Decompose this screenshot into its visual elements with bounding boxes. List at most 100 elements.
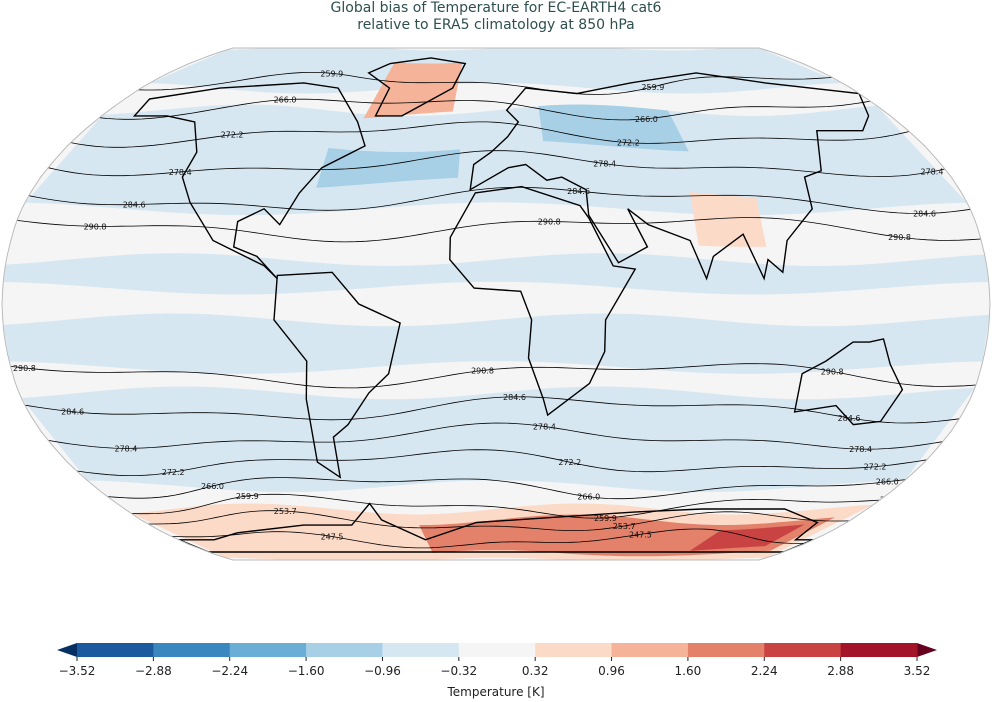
- contour-line: [107, 477, 906, 500]
- contour-line: [148, 510, 850, 531]
- contour-label: 290.8: [471, 366, 494, 375]
- colorbar-segment: [764, 643, 842, 657]
- contour-label: 259.9: [236, 492, 259, 501]
- coastline-greenland: [367, 57, 467, 117]
- contour-label: 284.6: [567, 187, 590, 196]
- coastline-antarctica: [178, 502, 819, 553]
- contour-line: [70, 121, 910, 148]
- contour-label: 278.4: [921, 168, 944, 177]
- contour-label: 284.6: [913, 209, 936, 218]
- contour-line: [76, 449, 927, 476]
- colorbar-segment: [687, 643, 765, 657]
- bias-band-tropics-north: [3, 253, 989, 295]
- contour-label: 259.9: [874, 72, 897, 81]
- colorbar-tick-label: 3.52: [904, 664, 931, 678]
- contour-label: 272.2: [617, 139, 640, 148]
- colorbar-label: Temperature [K]: [447, 685, 545, 699]
- contour-label: 272.2: [221, 131, 244, 140]
- contour-label: 259.9: [880, 495, 903, 504]
- contour-line: [48, 150, 945, 177]
- colorbar-tick-label: 2.88: [827, 664, 854, 678]
- colorbar-tick-label: −3.52: [59, 664, 96, 678]
- colorbar-segment: [382, 643, 460, 657]
- contour-label: 259.9: [594, 514, 617, 523]
- colorbar-tick-label: 0.32: [522, 664, 549, 678]
- contour-label: 272.2: [908, 125, 931, 134]
- contour-label: 253.7: [274, 507, 297, 516]
- contour-label: 284.6: [503, 393, 526, 402]
- bias-map: 290.8 290.8 290.8 290.8 290.8 290.8 284.6 284.6…: [1, 47, 991, 561]
- contour-label: 266.0: [635, 115, 658, 124]
- bias-patch-eurasia: [538, 104, 689, 152]
- contour-label: 266.0: [876, 478, 899, 487]
- bias-band-arctic: [149, 48, 843, 94]
- contour-label: 284.6: [838, 414, 861, 423]
- colorbar-tick-label: −1.60: [288, 664, 325, 678]
- contour-label: 278.4: [533, 422, 556, 431]
- contour-label: 266.0: [889, 93, 912, 102]
- coastline-australia: [793, 338, 904, 426]
- contour-label: 247.5: [629, 530, 652, 539]
- contour-label: 253.7: [872, 516, 895, 525]
- bias-patch-greenland: [363, 62, 463, 119]
- colorbar-tick-label: −2.88: [135, 664, 172, 678]
- map-title: Global bias of Temperature for EC-EARTH4…: [0, 0, 992, 34]
- colorbar-segment: [229, 643, 307, 657]
- coastlines: [132, 57, 904, 553]
- colorbar-segment: [153, 643, 231, 657]
- contour-label: 272.2: [558, 458, 581, 467]
- contour-label: 253.7: [613, 522, 636, 531]
- colorbar-segment: [840, 643, 918, 657]
- contour-label: 290.8: [84, 222, 107, 231]
- colorbar-segment: [77, 643, 154, 657]
- coastline-north-america: [132, 82, 366, 280]
- colorbar-segment: [611, 643, 689, 657]
- colorbar-tick-label: 1.60: [675, 664, 702, 678]
- colorbar-extend-high: [917, 643, 937, 657]
- colorbar-tick-label: −0.96: [364, 664, 401, 678]
- contour-label: 290.8: [538, 217, 561, 226]
- colorbar-extend-low: [57, 643, 77, 657]
- contour-label: 272.2: [864, 463, 887, 472]
- contour-label: 290.8: [821, 367, 844, 376]
- bias-band-north: [25, 104, 967, 216]
- colorbar-segment: [458, 643, 536, 657]
- contour-label: 278.4: [849, 445, 872, 454]
- contour-label: 278.4: [593, 160, 616, 169]
- colorbar-segment: [306, 643, 383, 657]
- contour-line: [28, 186, 971, 214]
- contour-line: [99, 98, 871, 121]
- bias-patch-north-atlantic: [316, 148, 460, 188]
- colorbar-tick-label: −0.32: [440, 664, 477, 678]
- coastline-south-america: [273, 271, 401, 479]
- contour-label: 278.4: [169, 168, 192, 177]
- bias-patch-tibet: [689, 192, 767, 247]
- contour-label: 247.5: [846, 539, 869, 548]
- colorbar: −3.52 −2.88 −2.24 −1.60 −0.96 −0.32 0.32 0.96 1.…: [57, 643, 937, 678]
- colorbar-tick-label: 0.96: [598, 664, 625, 678]
- contour-label: 259.9: [641, 83, 664, 92]
- contour-label: 278.4: [114, 444, 137, 453]
- bias-field: [2, 48, 990, 560]
- coastline-africa: [449, 185, 637, 417]
- contour-line: [138, 72, 833, 95]
- title-line-2: relative to ERA5 climatology at 850 hPa: [357, 17, 635, 33]
- bias-band-tropics-south: [3, 313, 990, 374]
- title-line-1: Global bias of Temperature for EC-EARTH4…: [330, 0, 662, 16]
- map-boundary: [1, 47, 991, 561]
- contour-line: [131, 493, 880, 519]
- contour-line: [171, 528, 806, 549]
- contour-label: 247.5: [321, 533, 344, 542]
- contour-label: 284.6: [123, 201, 146, 210]
- contour-line: [10, 363, 977, 389]
- bias-band-south: [21, 386, 975, 493]
- contour-label: 290.8: [13, 364, 36, 373]
- coastline-eurasia: [469, 72, 870, 281]
- contour-label: 266.0: [201, 482, 224, 491]
- contour-line: [17, 217, 981, 243]
- colorbar-segment: [535, 643, 613, 657]
- contour-line: [48, 422, 943, 450]
- bias-patch-antarctic-max: [689, 524, 805, 551]
- contour-label: 272.2: [162, 468, 185, 477]
- colorbar-tick-label: −2.24: [211, 664, 248, 678]
